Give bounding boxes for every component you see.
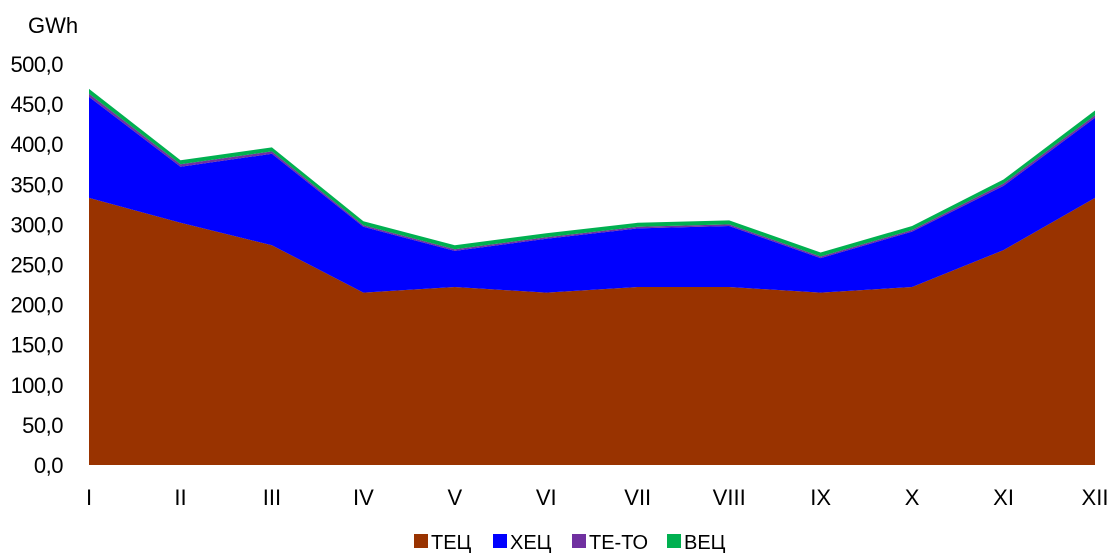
x-tick-label: IX <box>810 485 831 510</box>
area-series-1 <box>89 197 1095 465</box>
y-tick-label: 250,0 <box>10 253 63 278</box>
x-tick-label: XII <box>1082 485 1109 510</box>
x-tick-label: IV <box>353 485 374 510</box>
y-tick-label: 150,0 <box>10 333 63 358</box>
x-tick-label: III <box>263 485 281 510</box>
legend-item: ТЕ-ТО <box>572 532 648 554</box>
legend-swatch <box>414 534 428 548</box>
y-tick-label: 450,0 <box>10 92 63 117</box>
y-axis-label: GWh <box>28 13 78 38</box>
legend-item: ТЕЦ <box>414 532 472 554</box>
legend: ТЕЦ ХЕЦ ТЕ-ТО ВЕЦ <box>414 532 726 554</box>
x-tick-label: VIII <box>713 485 746 510</box>
x-tick-label: II <box>174 485 186 510</box>
legend-swatch <box>572 534 586 548</box>
x-axis-ticks: I II III IV V VI VII VIII IX X XI XII <box>86 485 1109 510</box>
legend-swatch <box>667 534 681 548</box>
legend-item: ВЕЦ <box>667 532 726 554</box>
legend-label: ТЕЦ <box>431 532 472 554</box>
y-tick-label: 500,0 <box>10 52 63 77</box>
x-tick-label: VII <box>624 485 651 510</box>
legend-label: ТЕ-ТО <box>589 532 648 554</box>
x-tick-label: V <box>447 485 462 510</box>
x-tick-label: I <box>86 485 92 510</box>
legend-item: ХЕЦ <box>493 532 552 554</box>
legend-label: ХЕЦ <box>510 532 552 554</box>
y-tick-label: 400,0 <box>10 132 63 157</box>
y-tick-label: 350,0 <box>10 172 63 197</box>
y-tick-label: 0,0 <box>34 453 63 478</box>
y-tick-label: 200,0 <box>10 293 63 318</box>
plot-area <box>89 88 1095 465</box>
legend-label: ВЕЦ <box>684 532 726 554</box>
y-tick-label: 300,0 <box>10 212 63 237</box>
area-series-2 <box>89 96 1095 293</box>
x-tick-label: XI <box>993 485 1014 510</box>
x-tick-label: X <box>905 485 920 510</box>
y-tick-label: 50,0 <box>22 413 63 438</box>
legend-swatch <box>493 534 507 548</box>
x-tick-label: VI <box>536 485 557 510</box>
y-axis-ticks: 0,0 50,0 100,0 150,0 200,0 250,0 300,0 350,0 400… <box>10 52 63 478</box>
y-tick-label: 100,0 <box>10 373 63 398</box>
